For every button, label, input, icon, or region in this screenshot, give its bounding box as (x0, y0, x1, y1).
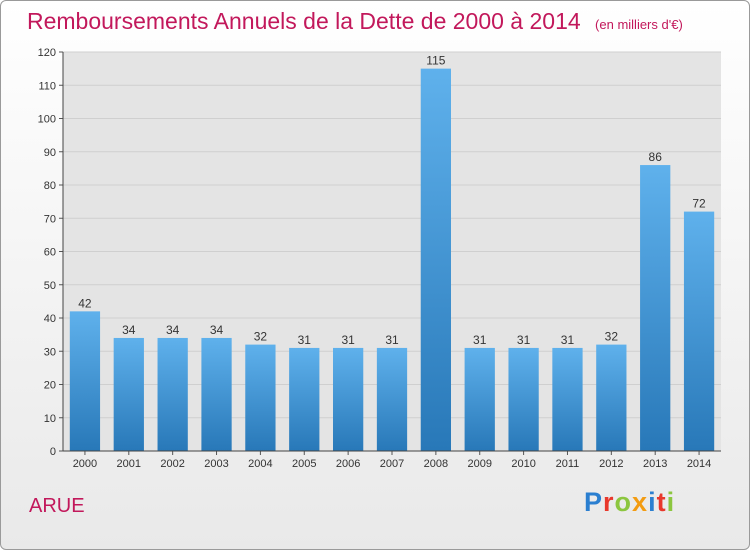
chart-title: Remboursements Annuels de la Dette de 20… (27, 8, 683, 35)
bar (420, 68, 452, 451)
logo-letter: o (614, 487, 633, 517)
bar-value-label: 31 (561, 333, 575, 347)
logo-letter: x (632, 487, 649, 517)
bar-value-label: 86 (649, 150, 663, 164)
x-tick-label: 2014 (687, 458, 711, 470)
bar (69, 311, 101, 451)
x-tick-label: 2003 (204, 458, 228, 470)
bar (289, 347, 320, 451)
proxiti-logo: Proxiti (584, 487, 675, 518)
bar-value-label: 31 (473, 333, 487, 347)
bar-value-label: 31 (517, 333, 531, 347)
y-tick-label: 110 (38, 80, 56, 92)
bar (157, 337, 188, 451)
bar-value-label: 34 (122, 323, 136, 337)
bar-value-label: 34 (166, 323, 180, 337)
bar (683, 211, 715, 451)
bar (464, 347, 495, 451)
bar (596, 344, 627, 451)
y-tick-label: 20 (44, 380, 56, 392)
x-tick-label: 2011 (556, 458, 580, 470)
y-tick-label: 70 (44, 213, 56, 225)
x-tick-label: 2005 (292, 458, 316, 470)
x-tick-label: 2006 (336, 458, 360, 470)
y-tick-label: 50 (44, 280, 56, 292)
logo-letter: i (648, 487, 657, 517)
chart-title-text: Remboursements Annuels de la Dette de 20… (27, 8, 581, 34)
bar (113, 337, 144, 451)
x-tick-label: 2008 (424, 458, 448, 470)
y-tick-label: 30 (44, 346, 56, 358)
bar-value-label: 72 (692, 197, 706, 211)
bar (332, 347, 364, 451)
x-tick-label: 2001 (117, 458, 141, 470)
y-tick-label: 60 (44, 247, 56, 259)
y-tick-label: 0 (50, 446, 56, 458)
logo-letter: P (584, 487, 604, 517)
x-tick-label: 2012 (599, 458, 623, 470)
bar-value-label: 42 (78, 296, 92, 310)
bar (640, 165, 671, 452)
x-tick-label: 2000 (73, 458, 97, 470)
bar-value-label: 31 (298, 333, 312, 347)
location-label: ARUE (29, 495, 85, 517)
x-tick-label: 2007 (380, 458, 404, 470)
y-tick-label: 10 (44, 413, 56, 425)
logo-letter: i (666, 487, 676, 517)
y-tick-label: 120 (38, 47, 56, 59)
bar-value-label: 32 (254, 330, 268, 344)
y-tick-label: 100 (38, 114, 56, 126)
bar-value-label: 31 (385, 333, 399, 347)
x-tick-label: 2013 (643, 458, 667, 470)
bar-value-label: 32 (605, 330, 619, 344)
bar (201, 337, 232, 451)
y-tick-label: 90 (44, 147, 56, 159)
bar-value-label: 115 (426, 54, 445, 68)
y-tick-label: 80 (44, 180, 56, 192)
x-tick-label: 2004 (248, 458, 272, 470)
x-tick-label: 2010 (511, 458, 535, 470)
logo-letter: r (603, 487, 615, 517)
chart-unit-label: (en milliers d'€) (595, 17, 683, 32)
x-tick-label: 2009 (467, 458, 491, 470)
bar (508, 347, 539, 451)
logo-letter: t (656, 487, 667, 517)
x-tick-label: 2002 (160, 458, 184, 470)
y-tick-label: 40 (44, 313, 56, 325)
bar (376, 347, 408, 451)
bar-value-label: 34 (210, 323, 224, 337)
bar-value-label: 31 (341, 333, 355, 347)
bar (552, 347, 583, 451)
bar (245, 344, 276, 451)
